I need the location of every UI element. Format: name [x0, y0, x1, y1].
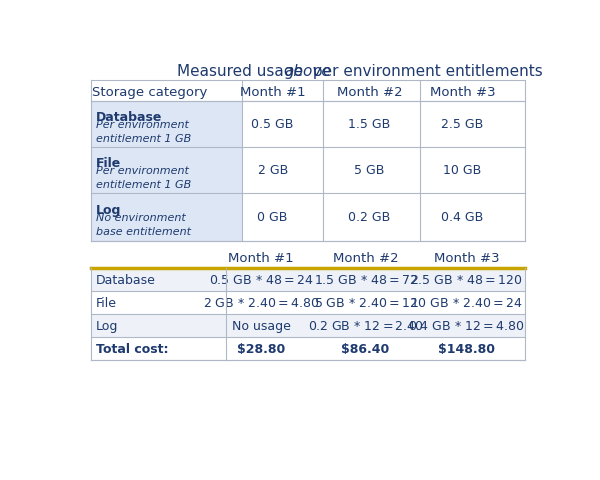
Text: 2 GB: 2 GB [257, 164, 288, 177]
Bar [91, 101, 242, 147]
Text: 10 GB: 10 GB [443, 164, 482, 177]
Text: above: above [284, 64, 331, 79]
Text: No usage: No usage [232, 319, 290, 332]
Text: 2.5 GB * $48 = $120: 2.5 GB * $48 = $120 [410, 273, 523, 286]
Text: 0.2 GB: 0.2 GB [349, 211, 391, 224]
Text: $86.40: $86.40 [341, 342, 390, 355]
Text: per environment entitlements: per environment entitlements [308, 64, 542, 79]
Text: Log: Log [96, 319, 118, 332]
Text: $148.80: $148.80 [438, 342, 495, 355]
Text: Total cost:: Total cost: [96, 342, 169, 355]
Text: Month #3: Month #3 [434, 252, 499, 264]
Text: 1.5 GB: 1.5 GB [349, 118, 391, 131]
Text: 5 GB: 5 GB [355, 164, 385, 177]
Text: 2.5 GB: 2.5 GB [442, 118, 484, 131]
Text: Month #3: Month #3 [430, 86, 496, 99]
Text: 0.5 GB: 0.5 GB [251, 118, 294, 131]
Text: Month #2: Month #2 [337, 86, 403, 99]
Text: 0.4 GB: 0.4 GB [442, 211, 484, 224]
Text: File: File [96, 157, 121, 170]
Bar [91, 337, 524, 360]
Bar [91, 147, 242, 193]
Text: Per environment
entitlement 1 GB: Per environment entitlement 1 GB [96, 120, 191, 144]
Text: Database: Database [96, 273, 156, 286]
Text: 0.5 GB * $48 = $24: 0.5 GB * $48 = $24 [209, 273, 313, 286]
Text: Month #1: Month #1 [240, 86, 305, 99]
Text: 0 GB: 0 GB [257, 211, 288, 224]
Text: 2 GB * $2.40 = $4.80: 2 GB * $2.40 = $4.80 [203, 296, 319, 309]
Bar [91, 291, 524, 314]
Text: Database: Database [96, 111, 162, 124]
Text: 10 GB * $2.40 = $24: 10 GB * $2.40 = $24 [410, 296, 523, 309]
Text: Log: Log [96, 204, 121, 217]
Text: Storage category: Storage category [92, 86, 208, 99]
Bar [91, 268, 524, 291]
Text: $28.80: $28.80 [237, 342, 285, 355]
Text: File: File [96, 296, 117, 309]
Text: 1.5 GB * $48 = $72: 1.5 GB * $48 = $72 [314, 273, 418, 286]
Text: No environment
base entitlement: No environment base entitlement [96, 212, 191, 236]
Text: Month #1: Month #1 [228, 252, 294, 264]
Text: 0.2 GB * $12 = $2.40: 0.2 GB * $12 = $2.40 [308, 319, 424, 332]
Text: 0.4 GB * $12 = $4.80: 0.4 GB * $12 = $4.80 [408, 319, 524, 332]
Text: Month #2: Month #2 [333, 252, 398, 264]
Text: 5 GB * $2.40 = $12: 5 GB * $2.40 = $12 [314, 296, 418, 309]
Bar [91, 193, 242, 241]
Text: Per environment
entitlement 1 GB: Per environment entitlement 1 GB [96, 166, 191, 190]
Text: Measured usage: Measured usage [176, 64, 308, 79]
Bar [91, 314, 524, 337]
